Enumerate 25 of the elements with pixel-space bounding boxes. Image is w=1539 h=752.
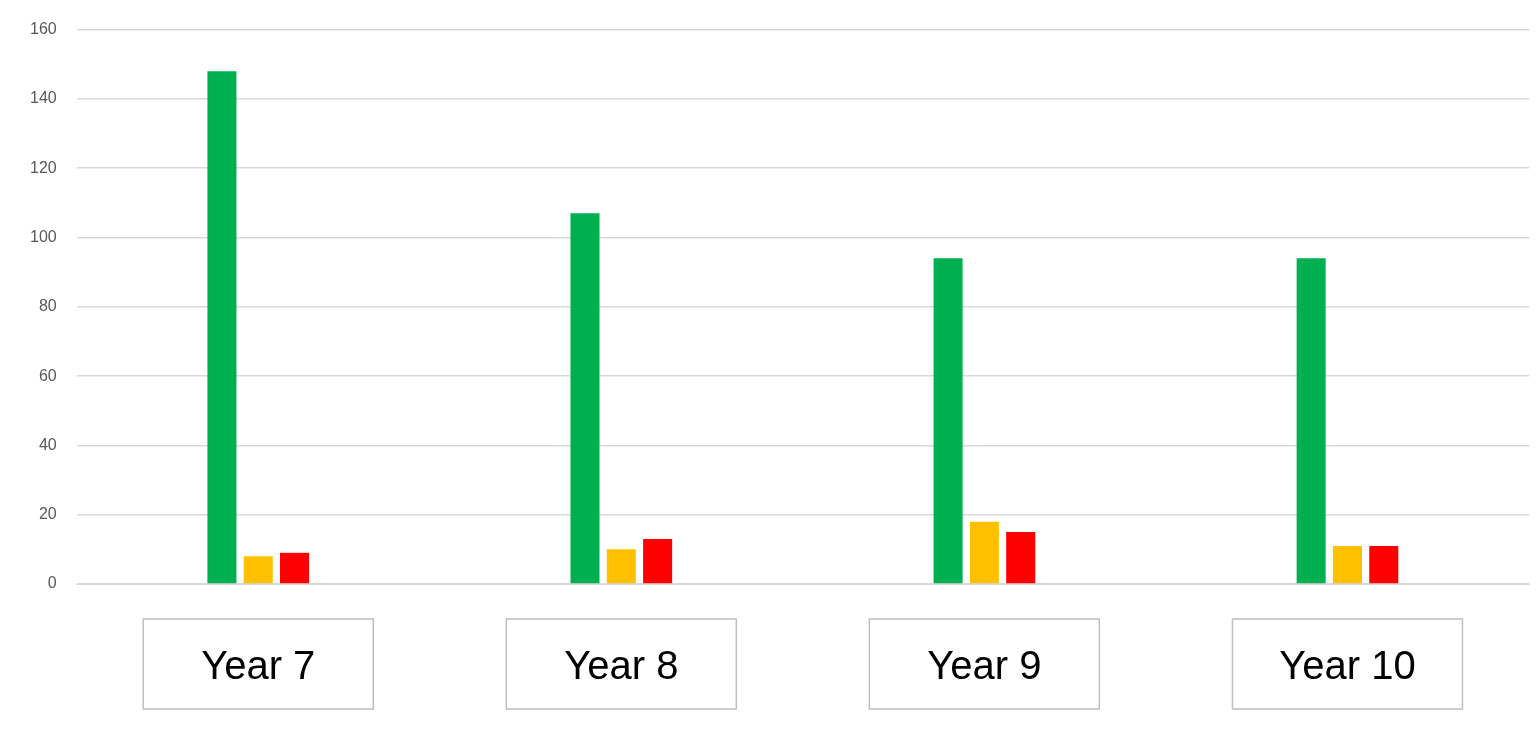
y-tick-label: 140 [29, 89, 57, 107]
x-tick-label: Year 8 [564, 643, 679, 688]
y-tick-label: 20 [38, 505, 57, 523]
y-tick-label: 40 [38, 435, 57, 453]
bar [1296, 258, 1326, 584]
y-tick-label: 60 [38, 366, 57, 384]
y-tick-label: 160 [29, 20, 57, 38]
bar [207, 71, 237, 584]
x-tick-label: Year 7 [201, 643, 316, 688]
bar [1332, 545, 1362, 584]
bar [1369, 545, 1399, 584]
bar [643, 538, 673, 584]
bar [606, 549, 636, 584]
bar [933, 258, 963, 584]
y-tick-label: 0 [47, 574, 57, 592]
x-tick-label: Year 9 [927, 643, 1042, 688]
bar [243, 556, 273, 584]
y-tick-label: 80 [38, 297, 57, 315]
x-tick-label: Year 10 [1279, 643, 1416, 688]
bar [280, 552, 310, 584]
bar [969, 521, 999, 584]
y-tick-label: 120 [29, 158, 57, 176]
bar [1006, 532, 1036, 584]
bar [570, 213, 600, 584]
y-tick-label: 100 [29, 227, 57, 245]
